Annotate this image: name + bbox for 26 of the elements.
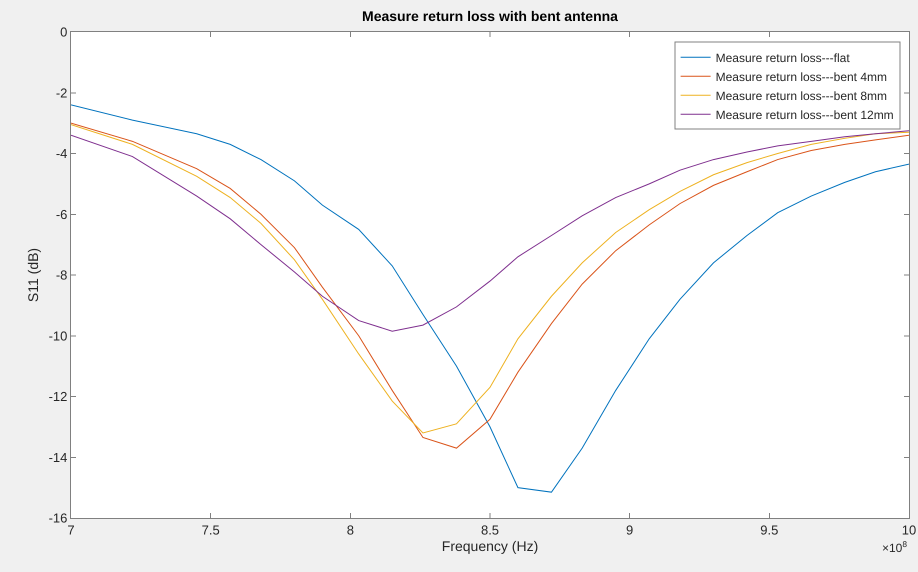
legend-label: Measure return loss---flat <box>716 50 850 65</box>
y-axis-title: S11 (dB) <box>25 248 42 302</box>
legend-label: Measure return loss---bent 12mm <box>716 108 894 122</box>
x-axis-title: Frequency (Hz) <box>442 538 538 554</box>
text: ×10$^{8}$ <box>882 539 908 556</box>
x-tick-label: 7.5 <box>202 522 220 538</box>
y-tick-label: 0 <box>60 24 68 40</box>
chart-title: Measure return loss with bent antenna <box>362 8 618 24</box>
y-tick-label: -12 <box>48 389 68 404</box>
x-tick-label: 9.5 <box>760 522 778 538</box>
x-tick-label: 7 <box>67 522 75 538</box>
x-tick-label: 10 <box>902 522 916 538</box>
line-series <box>71 104 909 493</box>
line-series <box>71 130 909 332</box>
legend-label: Measure return loss---bent 8mm <box>716 88 888 103</box>
x-tick-label: 9 <box>626 522 634 538</box>
y-tick-label: -10 <box>48 328 68 344</box>
legend-label: Measure return loss---bent 4mm <box>716 70 888 84</box>
x-tick-label: 8 <box>346 522 354 538</box>
y-tick-label: -6 <box>56 206 68 222</box>
x-tick-label: 8.5 <box>480 522 500 538</box>
y-tick-label: -14 <box>48 450 68 465</box>
y-tick-label: -8 <box>56 268 68 283</box>
y-tick-label: -2 <box>56 85 68 100</box>
y-tick-label: -16 <box>48 510 68 526</box>
y-tick-label: -4 <box>56 146 68 162</box>
